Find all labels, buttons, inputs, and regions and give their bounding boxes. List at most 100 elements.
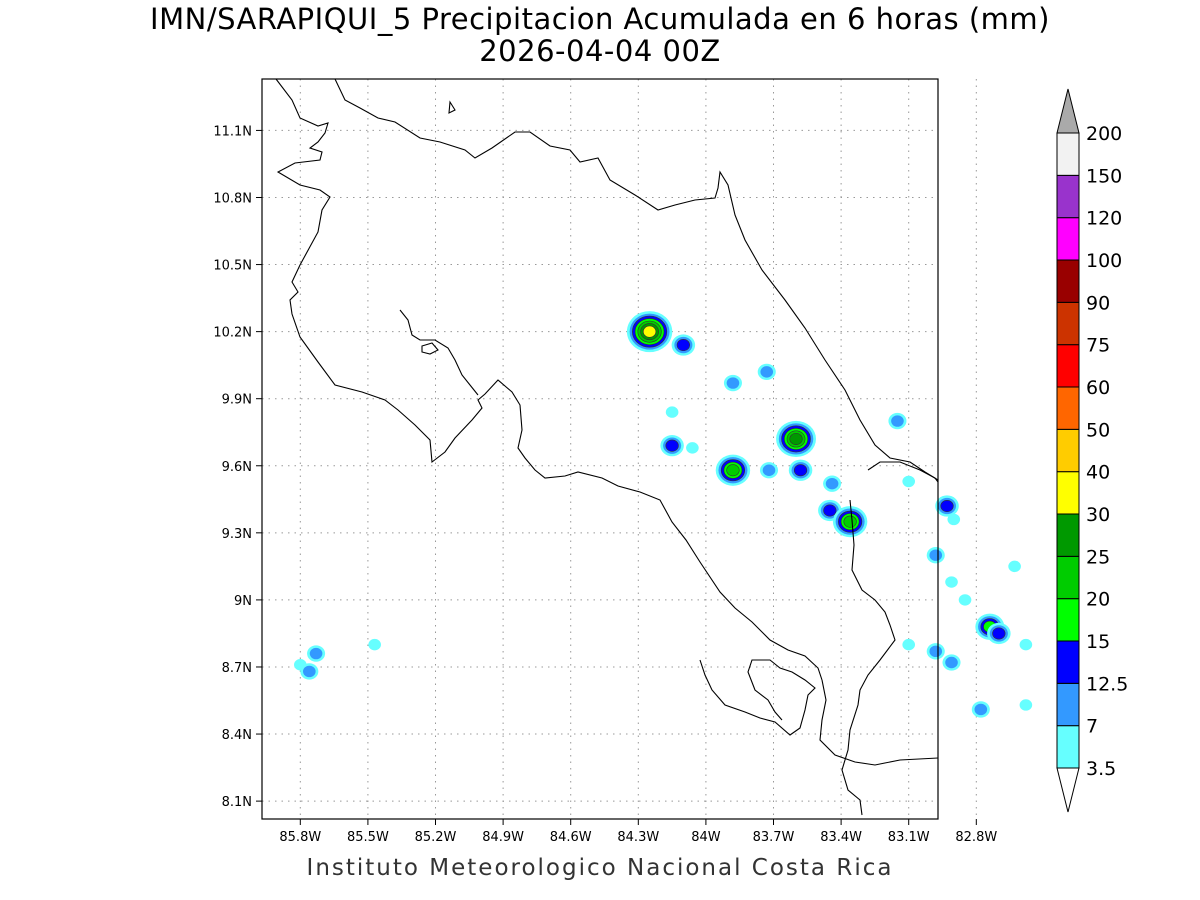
precip-cell	[987, 622, 1011, 645]
precip-cell	[368, 638, 381, 651]
precip-contour	[368, 638, 381, 651]
precip-cell	[823, 475, 842, 492]
precip-contour	[947, 513, 961, 526]
colorbar-swatch	[1056, 174, 1080, 219]
colorbar-label: 15	[1086, 631, 1110, 653]
colorbar-swatch	[1056, 513, 1080, 557]
precip-contour	[992, 627, 1006, 640]
colorbar-swatch	[1056, 386, 1080, 430]
precip-contour	[929, 645, 943, 658]
lon-tick-label: 85.2W	[415, 830, 457, 845]
colorbar-swatch	[1056, 217, 1080, 261]
map-subtitle-date: 2026-04-04 00Z	[479, 34, 721, 68]
precip-contour	[902, 638, 916, 651]
lon-tick-label: 83.4W	[820, 830, 862, 845]
precip-cell	[626, 311, 673, 353]
precip-cell	[958, 594, 972, 606]
colorbar-swatch	[1056, 725, 1080, 769]
precip-contour	[825, 477, 839, 490]
precip-contour	[726, 464, 740, 477]
bocas-coast	[867, 461, 939, 483]
colorbar-label: 75	[1086, 335, 1110, 357]
lat-tick-label: 9N	[234, 594, 252, 609]
latitude-axis: 11.1N 10.8N 10.5N 10.2N 9.9N 9.6N 9.3N 9N 8.7N 8.…	[213, 124, 262, 810]
precip-contour	[1019, 699, 1033, 711]
precip-contour	[945, 576, 958, 588]
osa-coast	[819, 679, 939, 766]
lon-tick-label: 84W	[691, 830, 721, 845]
precip-contour	[1019, 638, 1033, 651]
colorbar-label: 120	[1086, 208, 1122, 230]
precip-cell	[307, 645, 326, 662]
precip-contour	[726, 377, 740, 389]
precip-contour	[902, 475, 916, 488]
precip-cell	[888, 412, 907, 430]
colorbar-label: 30	[1086, 504, 1110, 526]
colorbar-swatch	[1056, 598, 1080, 642]
colorbar-label: 50	[1086, 419, 1110, 441]
colorbar-legend: 3.5 7 12.5 15 20 25 30 40 50 60 75 90 100 120 150 200	[1056, 88, 1128, 813]
lon-tick-label: 84.3W	[617, 830, 659, 845]
lon-tick-label: 85.8W	[279, 830, 321, 845]
lon-tick-label: 83.7W	[753, 830, 795, 845]
lat-tick-label: 10.5N	[213, 259, 252, 274]
precip-cell	[665, 406, 679, 418]
precip-contour	[945, 656, 958, 669]
island-chira	[421, 342, 439, 355]
caribbean-coastline	[275, 78, 823, 681]
colorbar-label: 7	[1086, 716, 1098, 738]
precip-cell	[971, 701, 990, 718]
precip-cell	[942, 654, 961, 671]
longitude-axis: 85.8W 85.5W 85.2W 84.9W 84.6W 84.3W 84W 83.7W 83…	[279, 819, 997, 845]
precip-cell	[788, 459, 813, 481]
precip-cell	[902, 638, 916, 651]
precip-contour	[940, 500, 954, 513]
border-panama	[841, 499, 896, 816]
colorbar-label: 3.5	[1086, 758, 1116, 780]
precip-cell	[715, 454, 751, 486]
precip-cell	[832, 506, 868, 538]
precip-cell	[947, 513, 961, 526]
coastline-layer	[275, 78, 939, 816]
colorbar-swatch	[1056, 682, 1080, 727]
precip-contour	[676, 339, 690, 352]
precip-cell	[945, 576, 958, 588]
precip-contour	[642, 325, 657, 338]
lat-tick-label: 10.8N	[213, 191, 252, 206]
colorbar-over-triangle	[1056, 88, 1080, 134]
precip-cell	[757, 363, 776, 381]
precip-contour	[686, 442, 699, 454]
map-frame-bg	[262, 79, 938, 819]
lat-tick-label: 11.1N	[213, 124, 252, 139]
precip-contour	[958, 594, 972, 606]
colorbar-label: 90	[1086, 292, 1110, 314]
colorbar-label: 200	[1086, 123, 1122, 145]
lon-tick-label: 85.5W	[347, 830, 389, 845]
colorbar-swatch	[1056, 301, 1080, 346]
precip-cell	[660, 435, 684, 457]
precip-cell	[926, 643, 945, 660]
precip-contour	[665, 439, 679, 452]
precip-cell	[776, 420, 816, 457]
footer-credit: Instituto Meteorologico Nacional Costa R…	[306, 855, 894, 881]
northern-coastline	[334, 78, 939, 481]
precipitation-layer	[294, 311, 1033, 718]
lon-tick-label: 83.1W	[888, 830, 930, 845]
precip-cell	[935, 495, 959, 517]
precip-cell	[686, 442, 699, 454]
precip-contour	[1008, 560, 1021, 573]
colorbar-swatch	[1056, 132, 1080, 176]
colorbar-swatch	[1056, 344, 1080, 388]
colorbar-swatch	[1056, 259, 1080, 303]
map-title: IMN/SARAPIQUI_5 Precipitacion Acumulada …	[150, 2, 1050, 36]
island-north	[448, 100, 456, 114]
precip-contour	[303, 665, 316, 678]
grid-lines	[262, 79, 977, 819]
colorbar-swatch	[1056, 471, 1080, 515]
precip-contour	[823, 504, 837, 517]
colorbar-label: 150	[1086, 165, 1122, 187]
precip-contour	[665, 406, 679, 418]
colorbar-label: 25	[1086, 546, 1110, 568]
